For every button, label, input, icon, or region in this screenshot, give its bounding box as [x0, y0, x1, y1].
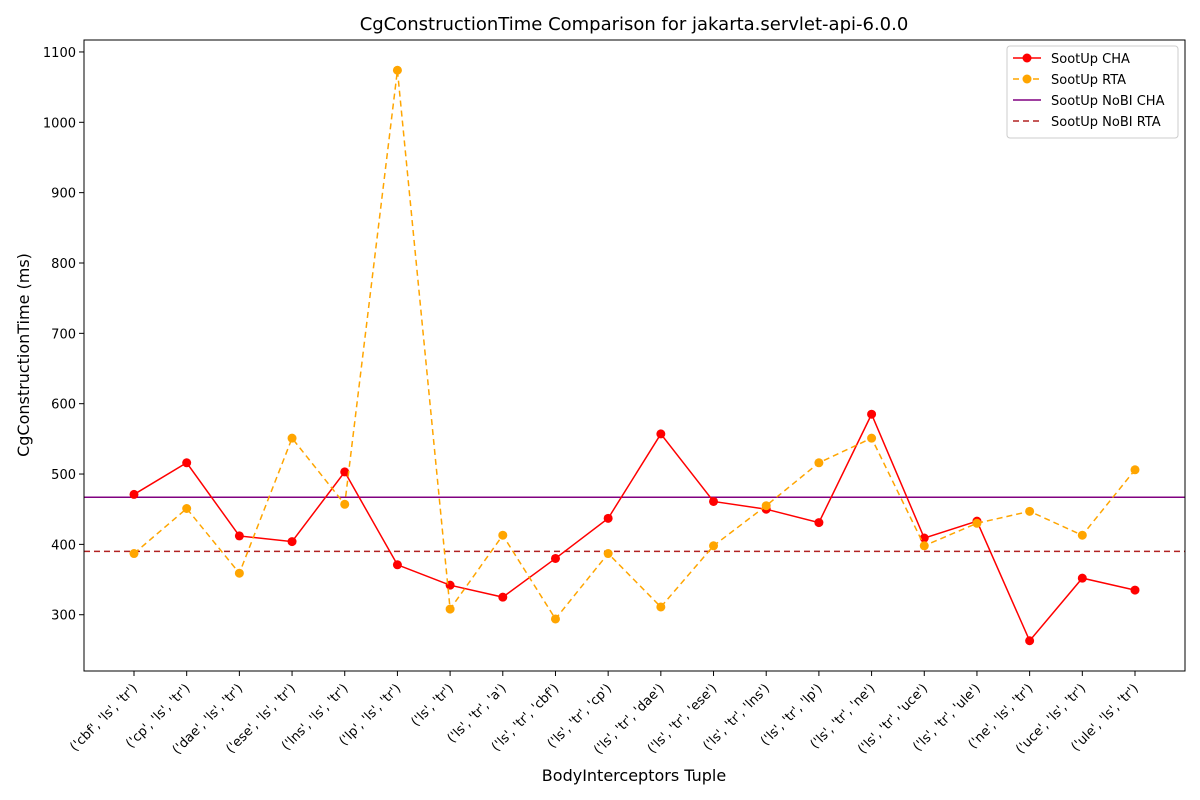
data-point	[340, 499, 350, 509]
legend-entry-label: SootUp RTA	[1051, 73, 1126, 88]
x-axis-label: BodyInterceptors Tuple	[542, 766, 726, 785]
data-point	[392, 65, 402, 75]
y-tick-label: 1100	[43, 46, 76, 61]
data-point	[445, 604, 455, 614]
legend-entry-label: SootUp NoBI RTA	[1051, 115, 1161, 130]
y-tick-label: 400	[51, 538, 76, 553]
y-tick-label: 700	[51, 327, 76, 342]
data-point	[761, 501, 771, 511]
data-point	[603, 549, 613, 559]
plot-frame	[83, 39, 1186, 672]
data-point	[1077, 530, 1087, 540]
data-point	[709, 496, 719, 506]
data-point	[287, 537, 297, 547]
data-point	[603, 513, 613, 523]
data-point	[182, 504, 192, 514]
data-point	[919, 533, 929, 543]
legend-entry-label: SootUp NoBI CHA	[1051, 94, 1165, 109]
data-point	[1130, 585, 1140, 595]
data-point	[340, 467, 350, 477]
data-point	[498, 592, 508, 602]
data-point	[550, 553, 560, 563]
data-point	[182, 458, 192, 468]
data-point	[867, 433, 877, 443]
data-point	[814, 518, 824, 528]
data-point	[656, 429, 666, 439]
data-point	[656, 602, 666, 612]
data-point	[550, 614, 560, 624]
legend: SootUp CHA SootUp RTA SootUp NoBI CHA SootU…	[1006, 45, 1179, 139]
y-axis-label: CgConstructionTime (ms)	[14, 253, 33, 457]
legend-box	[1006, 45, 1179, 139]
data-point	[814, 458, 824, 468]
data-point	[1130, 465, 1140, 475]
legend-marker	[1022, 53, 1032, 63]
chart-title: CgConstructionTime Comparison for jakart…	[360, 14, 909, 35]
data-point	[1077, 573, 1087, 583]
x-tick-label: ('ls', 'tr')	[408, 681, 456, 729]
data-point	[392, 560, 402, 570]
y-tick-label: 600	[51, 398, 76, 413]
reference-lines	[84, 496, 1185, 553]
data-point	[709, 541, 719, 551]
data-point	[129, 549, 139, 559]
data-point	[498, 530, 508, 540]
y-tick-label: 500	[51, 468, 76, 483]
data-point	[234, 531, 244, 541]
legend-entry-label: SootUp CHA	[1051, 52, 1130, 67]
data-point	[919, 541, 929, 551]
y-tick-label: 900	[51, 187, 76, 202]
series-line	[133, 70, 1136, 621]
y-tick-label: 1000	[43, 116, 76, 131]
y-tick-label: 800	[51, 257, 76, 272]
series-lines	[129, 65, 1140, 646]
y-tick-label: 300	[51, 609, 76, 624]
data-point	[972, 518, 982, 528]
data-point	[287, 433, 297, 443]
data-point	[129, 489, 139, 499]
data-point	[867, 409, 877, 419]
series-line	[133, 412, 1136, 643]
data-point	[1025, 506, 1035, 516]
data-point	[234, 568, 244, 578]
data-point	[1025, 636, 1035, 646]
legend-marker	[1022, 74, 1032, 84]
